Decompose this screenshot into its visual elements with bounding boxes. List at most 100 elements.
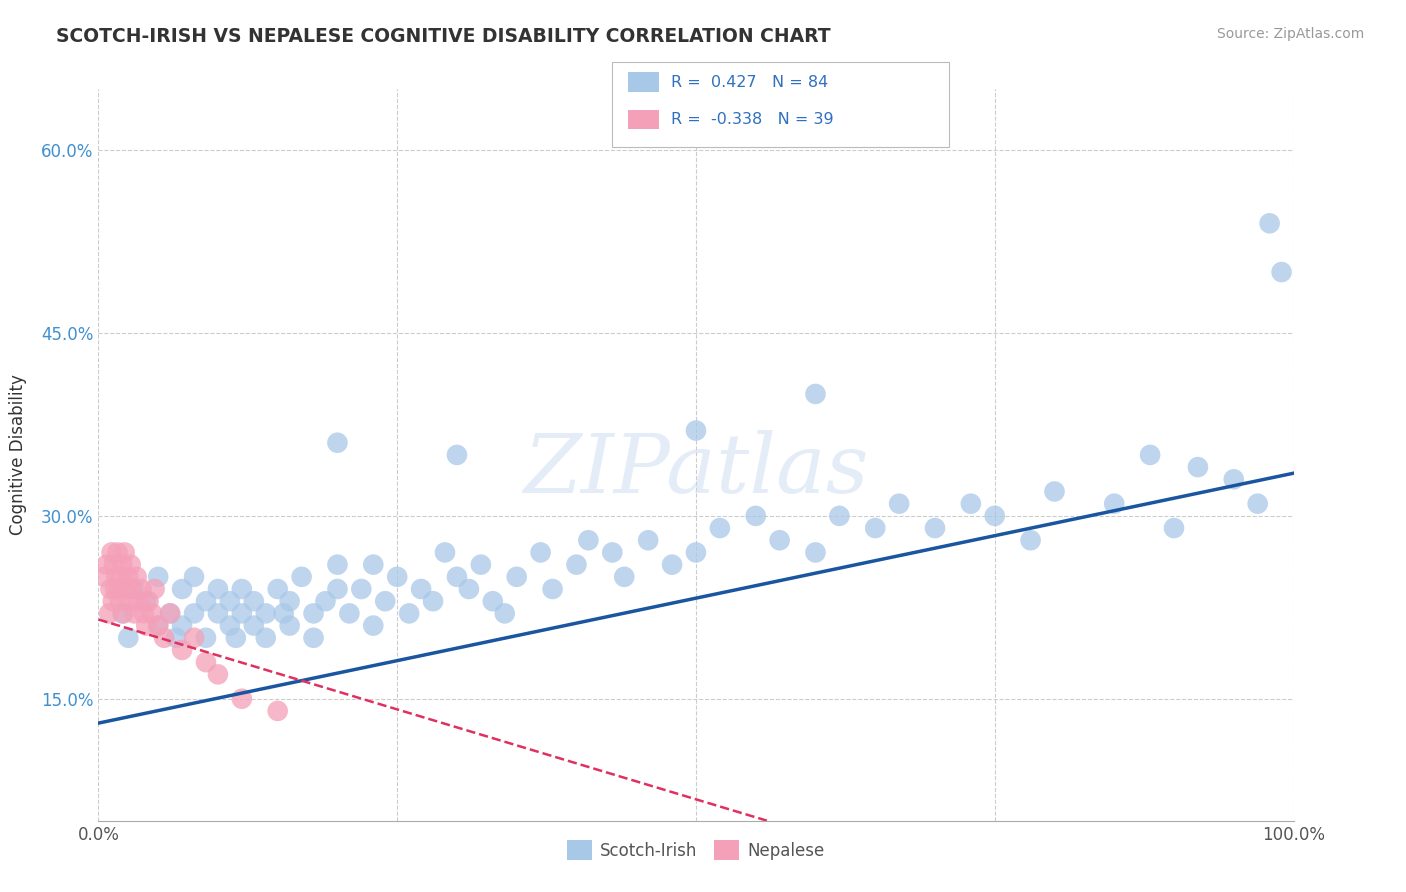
- Point: [613, 570, 636, 584]
- Point: [1163, 521, 1185, 535]
- Point: [207, 582, 229, 596]
- Point: [458, 582, 481, 596]
- Point: [602, 545, 624, 559]
- Point: [315, 594, 337, 608]
- Point: [108, 594, 131, 608]
- Point: [101, 594, 124, 608]
- Point: [685, 545, 707, 559]
- Point: [159, 607, 181, 621]
- Point: [96, 558, 118, 572]
- Y-axis label: Cognitive Disability: Cognitive Disability: [10, 375, 27, 535]
- Legend: Scotch-Irish, Nepalese: Scotch-Irish, Nepalese: [561, 833, 831, 867]
- Point: [267, 704, 290, 718]
- Point: [98, 607, 121, 621]
- Point: [267, 582, 290, 596]
- Point: [104, 582, 127, 596]
- Point: [291, 570, 314, 584]
- Text: ZIPatlas: ZIPatlas: [523, 430, 869, 509]
- Point: [195, 631, 218, 645]
- Text: Source: ZipAtlas.com: Source: ZipAtlas.com: [1216, 27, 1364, 41]
- Point: [1019, 533, 1042, 548]
- Point: [121, 582, 143, 596]
- Point: [183, 631, 205, 645]
- Point: [110, 570, 132, 584]
- Point: [326, 582, 349, 596]
- Point: [745, 508, 768, 523]
- Point: [117, 570, 139, 584]
- Point: [159, 607, 181, 621]
- Point: [1258, 216, 1281, 230]
- Point: [243, 594, 266, 608]
- Point: [183, 607, 205, 621]
- Point: [804, 545, 827, 559]
- Point: [278, 618, 301, 632]
- Point: [148, 618, 170, 632]
- Point: [363, 618, 385, 632]
- Point: [350, 582, 373, 596]
- Point: [565, 558, 588, 572]
- Point: [1043, 484, 1066, 499]
- Point: [1139, 448, 1161, 462]
- Point: [1271, 265, 1294, 279]
- Point: [924, 521, 946, 535]
- Point: [422, 594, 444, 608]
- Point: [446, 570, 468, 584]
- Point: [339, 607, 361, 621]
- Point: [111, 607, 134, 621]
- Point: [117, 631, 139, 645]
- Point: [172, 618, 194, 632]
- Point: [385, 570, 409, 584]
- Point: [254, 607, 277, 621]
- Point: [100, 545, 122, 559]
- Point: [115, 582, 138, 596]
- Point: [141, 607, 163, 621]
- Point: [195, 655, 218, 669]
- Point: [111, 558, 134, 572]
- Point: [143, 582, 166, 596]
- Point: [254, 631, 277, 645]
- Point: [302, 607, 325, 621]
- Point: [231, 691, 253, 706]
- Point: [112, 607, 135, 621]
- Point: [273, 607, 295, 621]
- Point: [1247, 497, 1270, 511]
- Point: [131, 582, 153, 596]
- Point: [124, 607, 146, 621]
- Point: [172, 643, 194, 657]
- Point: [125, 570, 148, 584]
- Point: [326, 435, 349, 450]
- Point: [128, 594, 150, 608]
- Point: [481, 594, 505, 608]
- Text: R =  -0.338   N = 39: R = -0.338 N = 39: [671, 112, 834, 127]
- Point: [578, 533, 600, 548]
- Point: [132, 607, 155, 621]
- Point: [661, 558, 683, 572]
- Point: [114, 545, 136, 559]
- Point: [103, 558, 125, 572]
- Point: [93, 570, 115, 584]
- Point: [1187, 460, 1209, 475]
- Point: [398, 607, 420, 621]
- Point: [1223, 472, 1246, 486]
- Point: [865, 521, 887, 535]
- Point: [153, 631, 176, 645]
- Point: [183, 570, 205, 584]
- Point: [135, 594, 157, 608]
- Point: [1104, 497, 1126, 511]
- Point: [434, 545, 457, 559]
- Point: [243, 618, 266, 632]
- Point: [541, 582, 564, 596]
- Point: [148, 570, 170, 584]
- Point: [107, 582, 129, 596]
- Point: [231, 582, 253, 596]
- Point: [207, 667, 229, 681]
- Point: [98, 582, 122, 596]
- Point: [105, 570, 128, 584]
- Point: [172, 582, 194, 596]
- Point: [828, 508, 851, 523]
- Point: [225, 631, 247, 645]
- Point: [165, 631, 187, 645]
- Point: [107, 545, 129, 559]
- Text: R =  0.427   N = 84: R = 0.427 N = 84: [671, 75, 828, 89]
- Point: [494, 607, 516, 621]
